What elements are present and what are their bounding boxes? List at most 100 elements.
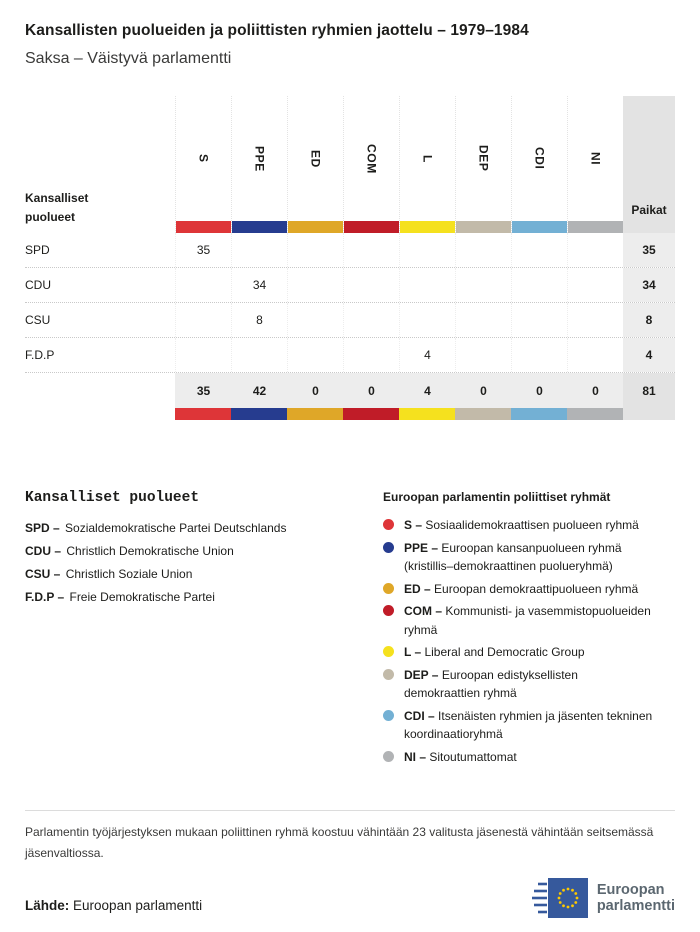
totals-cell: 0 (567, 373, 623, 408)
party-legend-item: CSU – Christlich Soziale Union (25, 567, 383, 581)
table-cell: 4 (399, 338, 455, 372)
group-color-bar (175, 408, 231, 420)
table-cell (343, 338, 399, 372)
source-line: Lähde: Euroopan parlamentti (25, 898, 202, 913)
table-cell (287, 233, 343, 267)
table-cell: 8 (231, 303, 287, 337)
table-row: F.D.P 4 4 (25, 338, 675, 373)
party-legend-item: F.D.P – Freie Demokratische Partei (25, 590, 383, 604)
column-header-label: ED (308, 149, 323, 168)
bar-spacer (25, 408, 175, 420)
source-label: Lähde: (25, 898, 70, 913)
table-cell (343, 268, 399, 302)
seats-cell: 8 (623, 303, 675, 337)
table-row: CDU 34 34 (25, 268, 675, 303)
seats-cell: 35 (623, 233, 675, 267)
group-color-bar (399, 408, 455, 420)
totals-cell: 42 (231, 373, 287, 408)
group-legend-item: L – Liberal and Democratic Group (383, 643, 675, 662)
group-color-bar (456, 221, 511, 233)
table-cell (287, 268, 343, 302)
group-legend-item: DEP – Euroopan edistyksellisten demokraa… (383, 666, 675, 703)
totals-cell: 4 (399, 373, 455, 408)
totals-cell: 35 (175, 373, 231, 408)
column-header-S: S (175, 96, 231, 233)
group-color-dot (383, 646, 394, 657)
table-cell (567, 303, 623, 337)
column-header-NI: NI (567, 96, 623, 233)
party-desc: Christlich Soziale Union (65, 567, 193, 581)
group-legend-item: S – Sosiaalidemokraattisen puolueen ryhm… (383, 516, 675, 535)
group-abbr: DEP – (404, 667, 439, 682)
footer-row: Lähde: Euroopan parlamentti (25, 878, 675, 918)
group-desc: Kommunisti- ja vasemmistopuolueiden ryhm… (404, 604, 651, 637)
totals-cell: 0 (287, 373, 343, 408)
group-color-bar (567, 408, 623, 420)
seats-table: Kansalliset puolueet S PPE ED COM L (25, 96, 675, 420)
group-abbr: NI – (404, 749, 427, 764)
party-abbr: CDU – (25, 544, 62, 558)
totals-cell: 0 (343, 373, 399, 408)
table-cell: 34 (231, 268, 287, 302)
group-abbr: PPE – (404, 540, 439, 555)
seats-cell: 34 (623, 268, 675, 302)
column-header-label: NI (588, 151, 603, 166)
group-desc: Itsenäisten ryhmien ja jäsenten tekninen… (404, 708, 653, 742)
group-color-bar (512, 221, 567, 233)
group-abbr: L – (404, 645, 422, 659)
group-color-dot (383, 709, 394, 721)
table-cell (455, 268, 511, 302)
group-abbr: CDI – (404, 708, 435, 723)
party-abbr: CSU – (25, 567, 61, 581)
group-color-bar (287, 408, 343, 420)
group-color-dot (383, 519, 394, 530)
group-color-bar (511, 408, 567, 420)
row-header-label: Kansalliset puolueet (25, 190, 89, 224)
table-cell (343, 233, 399, 267)
totals-row: 35 42 0 0 4 0 0 0 81 (25, 373, 675, 408)
group-desc: Sosiaalidemokraattisen puolueen ryhmä (425, 518, 639, 532)
table-cell (511, 233, 567, 267)
group-desc: Euroopan kansanpuolueen ryhmä (kristilli… (404, 540, 622, 574)
column-header-label: CDI (532, 147, 547, 170)
group-color-bar (455, 408, 511, 420)
table-cell (175, 303, 231, 337)
party-legend-item: CDU – Christlich Demokratische Union (25, 544, 383, 558)
group-legend-item: ED – Euroopan demokraattipuolueen ryhmä (383, 580, 675, 599)
totals-seats-cell: 81 (623, 373, 675, 408)
group-color-bar (231, 408, 287, 420)
table-cell (175, 268, 231, 302)
party-abbr: F.D.P – (25, 590, 65, 604)
group-desc: Sitoutumattomat (429, 749, 517, 764)
table-cell (567, 338, 623, 372)
group-legend-item: COM – Kommunisti- ja vasemmistopuolueide… (383, 602, 675, 639)
table-cell (343, 303, 399, 337)
column-header-label: L (420, 154, 435, 163)
table-cell (455, 303, 511, 337)
column-header-label: PPE (252, 145, 267, 172)
group-abbr: S – (404, 518, 423, 532)
table-cell (455, 338, 511, 372)
ep-logo-line2: parlamentti (596, 898, 675, 914)
group-color-bar (344, 221, 399, 233)
page-title: Kansallisten puolueiden ja poliittisten … (25, 22, 529, 39)
group-desc: Liberal and Democratic Group (424, 645, 585, 659)
party-name: CSU (25, 313, 51, 327)
group-abbr: COM – (404, 604, 443, 618)
party-desc: Christlich Demokratische Union (66, 544, 234, 558)
group-abbr: ED – (404, 581, 431, 596)
column-header-DEP: DEP (455, 96, 511, 233)
bar-seat-spacer (623, 408, 675, 420)
column-header-label: S (196, 154, 211, 163)
group-legend-item: NI – Sitoutumattomat (383, 748, 675, 767)
party-desc: Sozialdemokratische Partei Deutschlands (65, 521, 287, 535)
group-color-dot (383, 541, 394, 553)
ep-logo-flag-icon (531, 878, 588, 918)
group-color-bar (400, 221, 455, 233)
source-value: Euroopan parlamentti (73, 898, 203, 913)
totals-cell: 0 (511, 373, 567, 408)
legend-section: Kansalliset puolueet SPD – Sozialdemokra… (25, 490, 675, 770)
seats-cell: 4 (623, 338, 675, 372)
political-groups-legend: Euroopan parlamentin poliittiset ryhmät … (383, 490, 675, 770)
